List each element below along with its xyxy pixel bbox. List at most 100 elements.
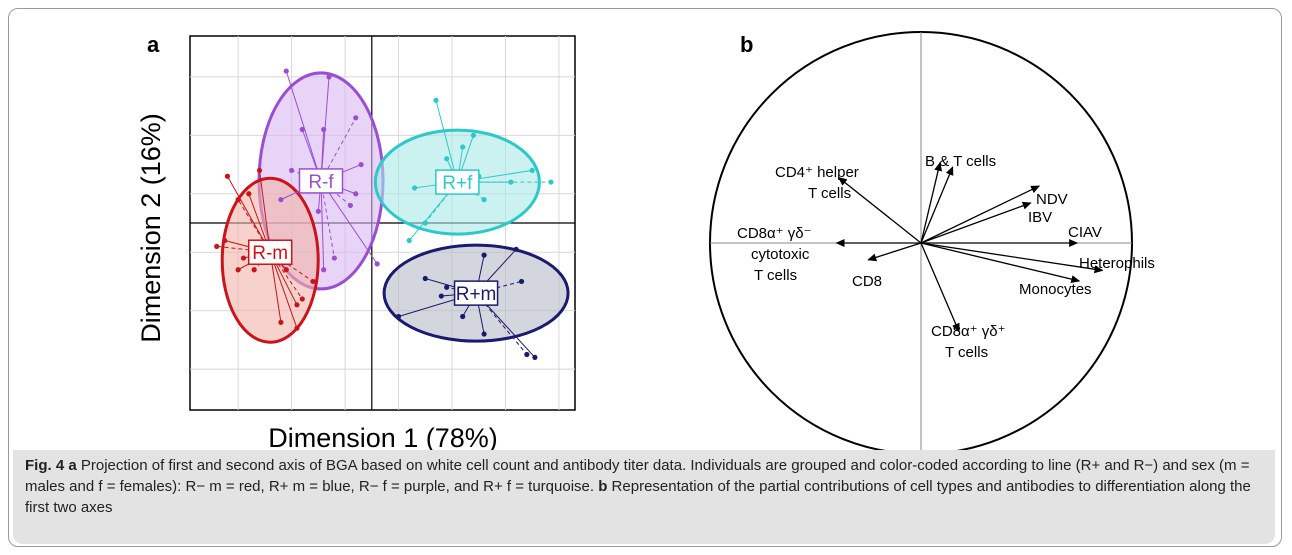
data-point	[433, 97, 439, 103]
data-point	[481, 252, 487, 258]
variable-arrow	[920, 161, 943, 244]
spoke-line	[259, 170, 271, 253]
x-axis-label: Dimension 1 (78%)	[268, 423, 498, 453]
variable-label: B & T cells	[925, 153, 996, 170]
data-point	[288, 167, 295, 174]
data-point	[532, 354, 538, 361]
variable-arrow	[920, 242, 1081, 284]
data-point	[294, 325, 300, 331]
group-label: R+m	[456, 284, 497, 305]
data-point	[310, 278, 316, 285]
caption-a-letter: a	[68, 457, 77, 474]
data-point	[444, 156, 450, 162]
variable-arrow	[920, 201, 1032, 244]
caption-b-text: Representation of the partial contributi…	[25, 478, 1251, 516]
data-point	[513, 246, 519, 252]
spoke-line	[320, 180, 325, 270]
group-label-box	[453, 280, 499, 306]
data-point	[524, 351, 530, 358]
data-point	[518, 278, 525, 285]
data-point	[353, 115, 359, 121]
data-point	[460, 313, 466, 320]
data-point	[321, 267, 327, 273]
spoke-line	[320, 180, 351, 206]
variable-arrow	[920, 242, 1104, 274]
data-point	[444, 284, 450, 290]
panel-a-letter: a	[147, 32, 160, 57]
variable-label: CD8α⁺ γδ⁺	[931, 323, 1006, 340]
variable-label: CD4⁺ helper	[775, 164, 859, 181]
data-point	[278, 197, 284, 203]
panel-a-scatter: R-f R-m R+f R+m Dimension 1 (78%) Dimension 2…	[136, 35, 576, 453]
caption-figno: Fig. 4	[25, 457, 65, 474]
variable-label-line2: cytotoxic	[751, 246, 810, 263]
data-point	[246, 191, 252, 197]
variable-arrow	[837, 176, 922, 244]
data-point	[222, 237, 228, 244]
data-point	[374, 261, 380, 267]
data-point	[326, 74, 332, 80]
group-label: R+f	[442, 173, 473, 194]
group-label-box	[298, 168, 344, 194]
group-label-box	[247, 239, 293, 265]
variable-label: NDV	[1036, 191, 1068, 208]
data-point	[353, 191, 359, 197]
spoke-line	[475, 292, 528, 355]
variable-arrow	[920, 185, 1041, 244]
data-point	[411, 185, 418, 191]
data-point	[395, 313, 402, 320]
data-point	[422, 220, 428, 226]
data-point	[508, 179, 514, 185]
variable-label: CD8	[852, 273, 882, 290]
data-point	[235, 197, 241, 203]
variable-arrow	[920, 242, 960, 333]
data-point	[422, 275, 428, 282]
data-point	[240, 255, 247, 261]
data-point	[283, 68, 289, 74]
data-point	[406, 237, 412, 244]
data-point	[460, 144, 466, 150]
variable-label: Heterophils	[1079, 255, 1155, 272]
variable-label-line3: T cells	[754, 267, 797, 284]
data-point	[347, 202, 354, 209]
data-point	[315, 208, 321, 214]
variable-label: CD8α⁺ γδ⁻	[737, 225, 812, 242]
group-label-box	[435, 169, 480, 195]
variable-label: Monocytes	[1019, 281, 1092, 298]
data-point	[224, 173, 231, 179]
data-point	[481, 197, 487, 203]
data-point	[278, 319, 284, 325]
variable-label-line2: T cells	[945, 344, 988, 361]
data-point	[331, 255, 337, 261]
spoke-line	[320, 117, 357, 182]
data-point	[235, 267, 241, 273]
variable-arrow	[920, 166, 954, 244]
y-axis-label: Dimension 2 (16%)	[136, 113, 166, 343]
variable-label-line2: T cells	[808, 185, 851, 202]
data-point	[294, 302, 300, 308]
data-point	[548, 179, 554, 185]
data-point	[438, 293, 444, 299]
data-point	[214, 243, 220, 249]
spoke-line	[285, 70, 322, 182]
spoke-line	[320, 180, 378, 265]
data-point	[481, 331, 487, 337]
data-point	[256, 167, 263, 174]
data-point	[358, 161, 364, 168]
data-point	[283, 267, 289, 273]
panel-b-letter: b	[740, 32, 754, 57]
data-point	[470, 132, 477, 138]
data-point	[321, 126, 327, 133]
data-point	[251, 267, 257, 273]
variable-label: IBV	[1028, 209, 1052, 226]
variable-label: CIAV	[1068, 224, 1102, 241]
data-point	[299, 126, 305, 133]
variable-arrow	[867, 242, 922, 262]
spoke-line	[435, 100, 458, 183]
group-label: R-m	[252, 243, 288, 264]
figure-caption: Fig. 4 a Projection of first and second …	[13, 450, 1275, 544]
spoke-line	[320, 180, 335, 259]
group-label: R-f	[308, 172, 334, 193]
